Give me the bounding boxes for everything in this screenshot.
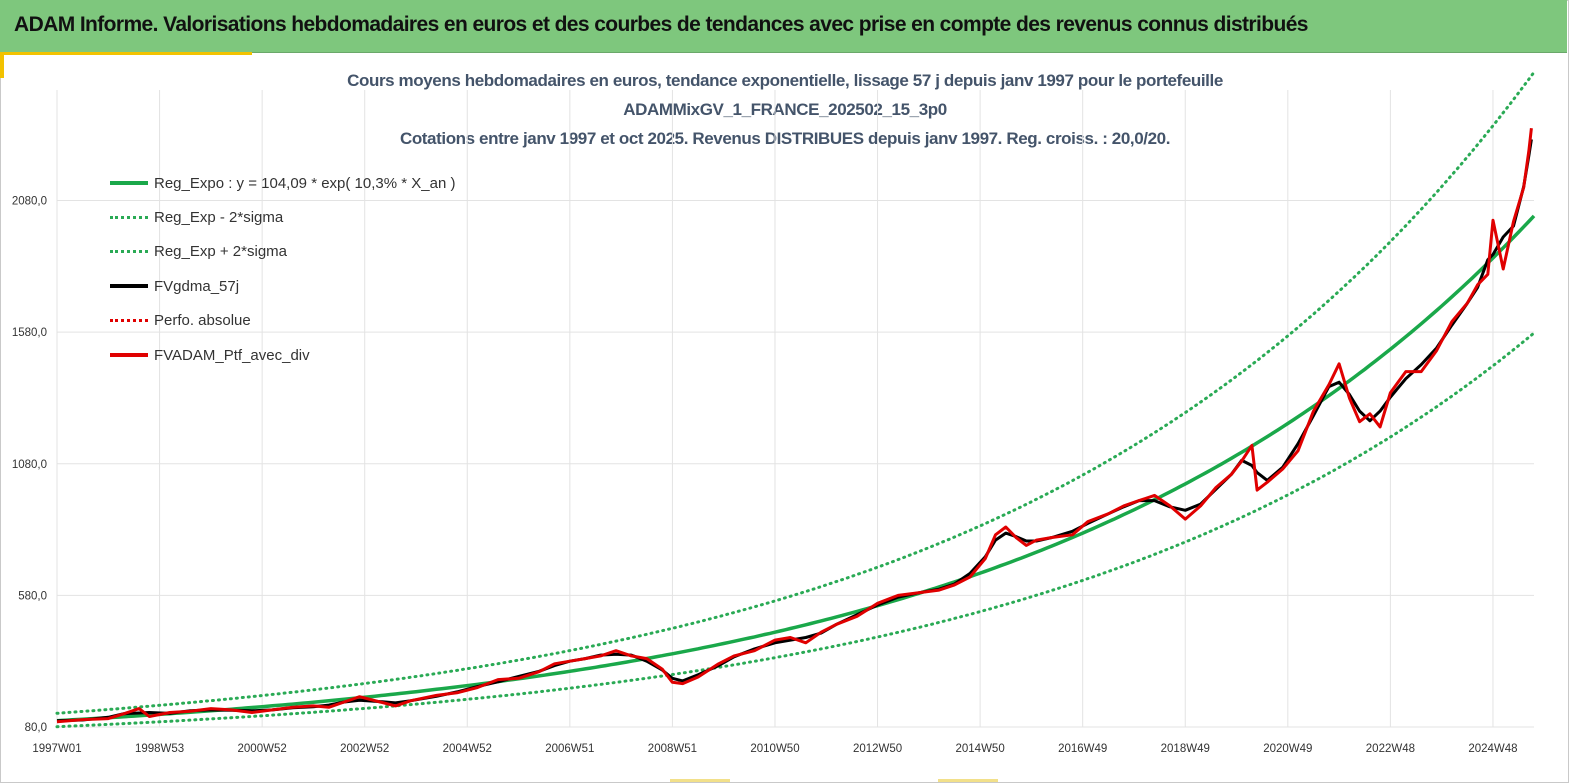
x-tick-label: 2012W50 — [853, 743, 902, 755]
legend-label: Reg_Exp - 2*sigma — [154, 209, 284, 227]
legend-item-reg-expo: Reg_Expo : y = 104,09 * exp( 10,3% * X_a… — [110, 166, 455, 200]
x-tick-label: 2002W52 — [340, 743, 389, 755]
legend-label: Reg_Exp + 2*sigma — [154, 243, 287, 261]
chart-title-line-1: Cours moyens hebdomadaires en euros, ten… — [347, 71, 1223, 90]
legend-key-solid-red — [110, 353, 148, 358]
legend-item-fvgdma: FVgdma_57j — [110, 269, 455, 303]
legend-label: FVADAM_Ptf_avec_div — [154, 346, 310, 364]
legend-key-dotted-green — [110, 216, 148, 220]
chart-title-line-3: Cotations entre janv 1997 et oct 2025. R… — [399, 129, 1171, 148]
accent-bottom-bar — [938, 779, 998, 782]
x-axis: 1997W01 1998W53 2000W52 2002W52 2004W52 2006W… — [32, 743, 1517, 755]
y-tick-label: 580,0 — [18, 590, 47, 602]
legend-label: Perfo. absolue — [154, 312, 251, 330]
y-tick-label: 1080,0 — [12, 459, 47, 471]
x-tick-label: 1997W01 — [32, 743, 81, 755]
page-title: ADAM Informe. Valorisations hebdomadaire… — [14, 13, 1308, 36]
legend-item-reg-exp-minus: Reg_Exp - 2*sigma — [110, 200, 455, 234]
legend-item-reg-exp-plus: Reg_Exp + 2*sigma — [110, 235, 455, 269]
accent-bottom-bar — [670, 779, 730, 782]
x-tick-label: 1998W53 — [135, 743, 184, 755]
chart-title-line-2: ADAMMixGV_1_FRANCE_202502_15_3p0 — [623, 100, 947, 119]
y-tick-label: 2080,0 — [12, 196, 47, 208]
y-axis: 80,0 580,0 1080,0 1580,0 2080,0 — [12, 196, 47, 734]
x-tick-label: 2010W50 — [750, 743, 799, 755]
legend-key-solid-green — [110, 181, 148, 186]
y-tick-label: 1580,0 — [12, 327, 47, 339]
legend-label: Reg_Expo : y = 104,09 * exp( 10,3% * X_a… — [154, 174, 456, 192]
series-reg-exp-plus-2sigma — [55, 70, 1536, 715]
series-fvadam-ptf — [56, 128, 1533, 724]
legend-key-dotted-green — [110, 250, 148, 254]
x-tick-label: 2000W52 — [238, 743, 287, 755]
header-banner: ADAM Informe. Valorisations hebdomadaire… — [0, 0, 1567, 53]
x-tick-label: 2024W48 — [1468, 743, 1517, 755]
accent-side-bar — [0, 52, 4, 78]
x-tick-label: 2020W49 — [1263, 743, 1312, 755]
x-tick-label: 2004W52 — [443, 743, 492, 755]
y-tick-label: 80,0 — [25, 722, 47, 734]
accent-bar — [0, 52, 252, 55]
legend-key-dotted-red — [110, 319, 148, 323]
series-reg-exp-minus-2sigma — [55, 331, 1536, 729]
series-reg-expo — [56, 214, 1536, 723]
legend-item-perfo-absolue: Perfo. absolue — [110, 304, 455, 338]
chart-legend: Reg_Expo : y = 104,09 * exp( 10,3% * X_a… — [110, 166, 455, 372]
x-tick-label: 2014W50 — [956, 743, 1005, 755]
x-tick-label: 2006W51 — [545, 743, 594, 755]
x-tick-label: 2022W48 — [1366, 743, 1415, 755]
chart-grid — [56, 90, 1534, 728]
legend-key-solid-black — [110, 284, 148, 289]
x-tick-label: 2016W49 — [1058, 743, 1107, 755]
legend-item-fvadam: FVADAM_Ptf_avec_div — [110, 338, 455, 372]
chart-series — [55, 70, 1536, 729]
x-tick-label: 2008W51 — [648, 743, 697, 755]
x-tick-label: 2018W49 — [1161, 743, 1210, 755]
legend-label: FVgdma_57j — [154, 277, 240, 295]
